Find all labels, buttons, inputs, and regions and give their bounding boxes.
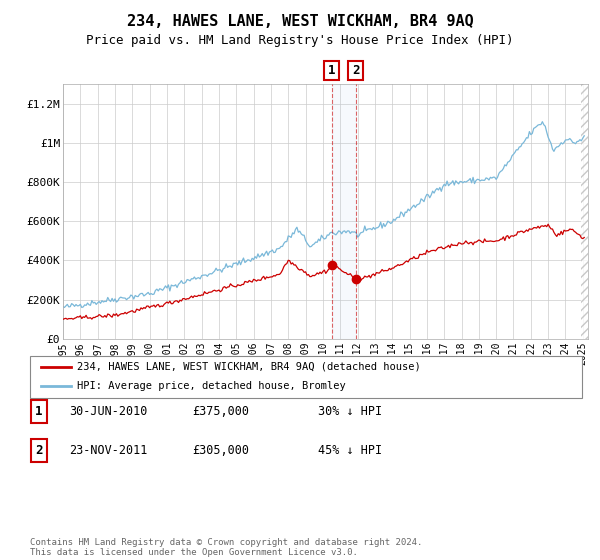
Text: 2: 2 bbox=[35, 444, 43, 458]
FancyBboxPatch shape bbox=[324, 61, 339, 80]
Text: HPI: Average price, detached house, Bromley: HPI: Average price, detached house, Brom… bbox=[77, 381, 346, 391]
Text: £305,000: £305,000 bbox=[192, 444, 249, 458]
Text: 1: 1 bbox=[328, 64, 335, 77]
Text: 30% ↓ HPI: 30% ↓ HPI bbox=[318, 405, 382, 418]
Text: £375,000: £375,000 bbox=[192, 405, 249, 418]
Text: Contains HM Land Registry data © Crown copyright and database right 2024.
This d: Contains HM Land Registry data © Crown c… bbox=[30, 538, 422, 557]
Bar bbox=[581, 84, 588, 339]
Text: 23-NOV-2011: 23-NOV-2011 bbox=[69, 444, 148, 458]
Bar bbox=[332, 84, 356, 339]
Text: 45% ↓ HPI: 45% ↓ HPI bbox=[318, 444, 382, 458]
Text: 2: 2 bbox=[352, 64, 359, 77]
Text: 234, HAWES LANE, WEST WICKHAM, BR4 9AQ (detached house): 234, HAWES LANE, WEST WICKHAM, BR4 9AQ (… bbox=[77, 362, 421, 372]
Text: 234, HAWES LANE, WEST WICKHAM, BR4 9AQ: 234, HAWES LANE, WEST WICKHAM, BR4 9AQ bbox=[127, 14, 473, 29]
FancyBboxPatch shape bbox=[348, 61, 364, 80]
FancyBboxPatch shape bbox=[31, 440, 47, 462]
Text: 1: 1 bbox=[35, 405, 43, 418]
Text: Price paid vs. HM Land Registry's House Price Index (HPI): Price paid vs. HM Land Registry's House … bbox=[86, 34, 514, 46]
FancyBboxPatch shape bbox=[31, 400, 47, 423]
Text: 30-JUN-2010: 30-JUN-2010 bbox=[69, 405, 148, 418]
FancyBboxPatch shape bbox=[30, 356, 582, 398]
Bar bbox=[581, 84, 588, 339]
